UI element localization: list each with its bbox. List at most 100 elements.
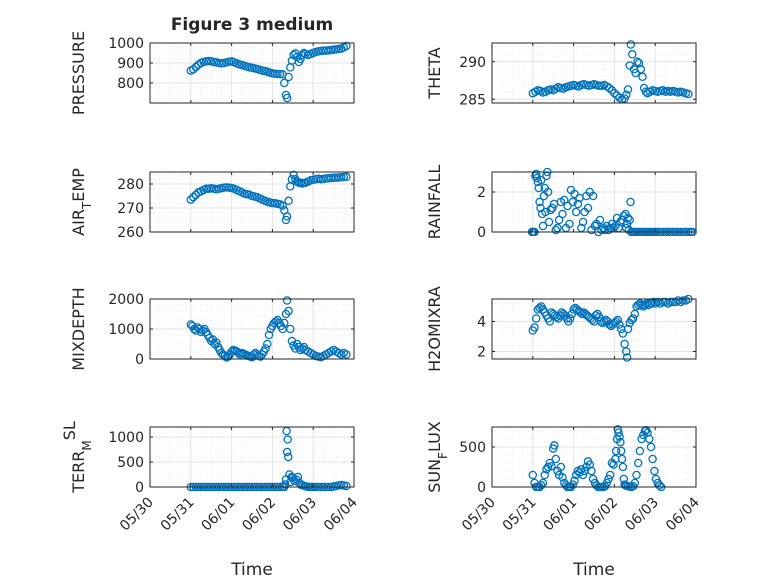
data-point bbox=[634, 58, 644, 68]
subplot-air: 260 270 280 AIRTEMP bbox=[69, 168, 355, 241]
data-point bbox=[651, 474, 661, 484]
data-point bbox=[297, 50, 307, 60]
data-point bbox=[626, 197, 635, 207]
data-point bbox=[666, 297, 675, 307]
data-point bbox=[623, 213, 633, 223]
data-point bbox=[616, 437, 625, 447]
data-point bbox=[620, 339, 629, 349]
data-point bbox=[578, 470, 588, 480]
data-point bbox=[615, 320, 624, 329]
data-point bbox=[625, 215, 634, 225]
data-point bbox=[531, 314, 541, 323]
y-axis-label: MIXDEPTH bbox=[69, 287, 88, 370]
data-point bbox=[191, 62, 201, 72]
data-point bbox=[578, 217, 588, 227]
y-tick-label: 285 bbox=[459, 92, 486, 108]
data-point bbox=[623, 85, 633, 94]
y-axis-label: TERRMSL bbox=[60, 421, 95, 494]
data-point bbox=[547, 461, 556, 471]
y-axis-label: H2OMIXRA bbox=[425, 286, 444, 372]
grid bbox=[491, 299, 697, 359]
y-tick-label: 1000 bbox=[108, 36, 144, 52]
data-point bbox=[558, 473, 567, 482]
data-point bbox=[273, 69, 282, 79]
data-point bbox=[280, 480, 290, 489]
subplot-rainfall: 0 2 RAINFALL bbox=[425, 165, 697, 241]
data-point bbox=[281, 215, 291, 225]
data-point bbox=[615, 432, 624, 441]
y-tick-label: 290 bbox=[459, 55, 486, 71]
data-point bbox=[543, 187, 553, 197]
data-point bbox=[282, 93, 292, 103]
data-point bbox=[342, 481, 351, 491]
data-point bbox=[282, 212, 292, 221]
data-point bbox=[540, 470, 549, 480]
data-point bbox=[623, 324, 633, 334]
series-markers bbox=[528, 40, 693, 104]
data-point bbox=[632, 470, 641, 480]
data-point bbox=[551, 225, 561, 235]
data-point bbox=[535, 197, 544, 207]
data-point bbox=[264, 330, 274, 340]
axes-box bbox=[491, 426, 697, 488]
data-point bbox=[537, 481, 546, 490]
data-point bbox=[570, 476, 579, 485]
subplot-h2omixra: 2 4 H2OMIXRA bbox=[425, 286, 697, 372]
axes-box bbox=[149, 171, 355, 233]
data-point bbox=[284, 452, 293, 462]
data-point bbox=[619, 211, 629, 221]
axes-box bbox=[491, 298, 697, 360]
data-point bbox=[655, 481, 664, 490]
data-point bbox=[605, 470, 615, 480]
y-tick-label: 0 bbox=[135, 352, 144, 368]
data-point bbox=[650, 466, 659, 476]
data-point bbox=[342, 172, 351, 182]
data-point bbox=[630, 309, 640, 319]
data-point bbox=[569, 305, 578, 314]
y-tick-label: 800 bbox=[117, 76, 144, 92]
data-point bbox=[622, 353, 632, 362]
data-point bbox=[293, 472, 303, 482]
data-point bbox=[633, 57, 642, 67]
data-point bbox=[558, 209, 567, 219]
data-point bbox=[565, 314, 575, 323]
data-point bbox=[583, 203, 593, 213]
y-tick-label: 4 bbox=[477, 315, 486, 331]
data-point bbox=[544, 217, 554, 227]
data-point bbox=[617, 454, 627, 464]
data-point bbox=[342, 350, 351, 359]
data-point bbox=[577, 309, 587, 319]
data-point bbox=[571, 207, 581, 217]
subplot-pressure: 800 900 1000 PRESSURE bbox=[69, 31, 355, 115]
series-markers bbox=[186, 41, 351, 103]
data-point bbox=[342, 41, 351, 51]
data-point bbox=[636, 65, 646, 74]
data-point bbox=[626, 40, 636, 49]
grid bbox=[491, 427, 697, 488]
y-tick-label: 260 bbox=[117, 225, 144, 241]
data-point bbox=[280, 318, 289, 328]
axes-box bbox=[149, 426, 355, 488]
data-point bbox=[618, 462, 628, 472]
data-point bbox=[614, 428, 623, 437]
y-tick-label: 900 bbox=[117, 56, 144, 72]
data-point bbox=[189, 65, 198, 74]
axes-box bbox=[491, 42, 697, 104]
data-point bbox=[573, 199, 583, 209]
data-point bbox=[550, 441, 559, 450]
data-point bbox=[563, 201, 572, 211]
data-point bbox=[339, 172, 349, 182]
data-point bbox=[568, 197, 578, 207]
data-point bbox=[610, 88, 619, 98]
data-point bbox=[576, 308, 585, 317]
data-point bbox=[284, 196, 293, 206]
y-tick-label: 1000 bbox=[108, 430, 144, 446]
data-point bbox=[628, 314, 638, 323]
data-point bbox=[280, 78, 289, 88]
y-tick-label: 2 bbox=[477, 345, 486, 361]
data-point bbox=[600, 225, 610, 235]
data-point bbox=[220, 351, 230, 361]
data-point bbox=[278, 201, 287, 210]
series-markers bbox=[528, 295, 693, 362]
data-point bbox=[532, 173, 542, 183]
